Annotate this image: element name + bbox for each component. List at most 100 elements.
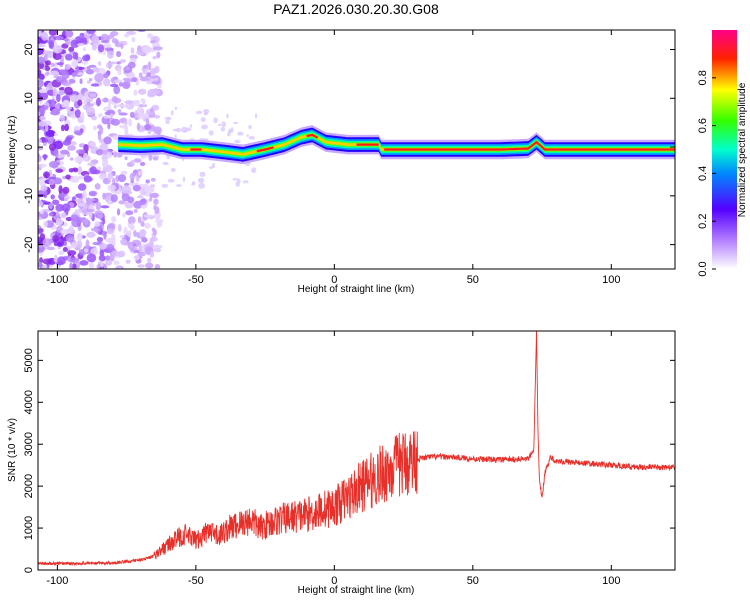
noise-blob [86, 253, 97, 263]
noise-blob [113, 260, 120, 266]
noise-blob [132, 184, 141, 192]
colorbar-tick-label: 0.8 [697, 70, 709, 85]
noise-blob [133, 255, 141, 261]
noise-blob [48, 212, 54, 217]
noise-blob [112, 177, 116, 184]
noise-blob [42, 138, 49, 143]
noise-blob [78, 202, 85, 207]
noise-blob [43, 220, 48, 228]
noise-blob [41, 31, 49, 41]
noise-blob [82, 55, 91, 62]
noise-blob [148, 153, 153, 161]
noise-blob [124, 182, 130, 187]
noise-blob [130, 221, 134, 230]
snr-x-tick-label: 50 [467, 575, 479, 587]
spectrogram-y-tick-label: 20 [23, 43, 35, 55]
noise-blob [125, 210, 134, 216]
noise-blob [147, 33, 153, 39]
noise-blob [152, 55, 157, 60]
noise-blob [61, 82, 72, 86]
noise-blob [119, 239, 128, 245]
noise-blob [139, 229, 146, 237]
noise-blob [43, 171, 50, 179]
noise-blob [117, 109, 122, 114]
noise-blob [49, 70, 60, 76]
noise-blob [42, 50, 52, 55]
noise-blob [106, 49, 114, 59]
noise-blob [84, 218, 89, 225]
noise-blob [111, 215, 117, 223]
noise-blob [149, 251, 155, 258]
noise-blob [98, 254, 106, 262]
spectrogram-x-tick-label: 50 [467, 274, 479, 286]
noise-blob [96, 236, 104, 243]
colorbar-gradient [712, 30, 737, 269]
noise-blob [88, 262, 95, 269]
spectrogram-x-tick-label: -50 [188, 274, 204, 286]
noise-blob [153, 204, 157, 211]
noise-blob [38, 196, 41, 203]
noise-blob [63, 38, 69, 42]
noise-blob [77, 183, 87, 191]
noise-blob [226, 113, 229, 119]
noise-blob [118, 82, 124, 87]
noise-blob [124, 103, 131, 109]
noise-blob [53, 40, 58, 50]
noise-blob [116, 50, 122, 58]
noise-blob [198, 138, 206, 141]
noise-blob [85, 239, 90, 249]
noise-blob [52, 87, 58, 97]
noise-blob [98, 61, 102, 66]
noise-blob [132, 101, 141, 107]
noise-blob [38, 78, 44, 88]
noise-blob [62, 139, 72, 146]
noise-blob [136, 106, 143, 115]
noise-blob [100, 260, 104, 268]
noise-blob [74, 109, 81, 118]
noise-blob [137, 30, 146, 33]
noise-blob [102, 78, 111, 87]
noise-blob [88, 77, 93, 82]
noise-blob [136, 122, 141, 131]
noise-blob [137, 251, 146, 257]
noise-blob [199, 171, 206, 177]
noise-blob [81, 112, 85, 121]
noise-blob [48, 202, 53, 210]
noise-blob [150, 89, 161, 95]
noise-blob [57, 256, 66, 266]
noise-blob [98, 113, 103, 118]
snr-x-axis-label: Height of straight line (km) [298, 585, 415, 596]
colorbar-tick-label: 0.6 [697, 118, 709, 133]
spectrogram-x-tick-label: 0 [331, 274, 337, 286]
noise-blob [38, 153, 41, 162]
snr-y-tick-label: 5000 [23, 348, 35, 372]
noise-blob [56, 241, 64, 247]
noise-blob [82, 190, 87, 200]
noise-blob [150, 177, 156, 182]
noise-blob [121, 185, 132, 193]
noise-blob [38, 225, 42, 229]
noise-blob [248, 135, 255, 140]
noise-blob [130, 159, 135, 165]
noise-blob [91, 115, 97, 121]
noise-blob [131, 36, 136, 43]
noise-blob [151, 227, 156, 233]
noise-blob [157, 84, 162, 89]
noise-blob [102, 177, 111, 185]
noise-blob [103, 115, 109, 119]
snr-frame [37, 330, 676, 571]
noise-blob [58, 250, 65, 256]
noise-blob [150, 107, 154, 113]
noise-blob [50, 110, 61, 116]
snr-y-tick-label: 2000 [23, 474, 35, 498]
noise-blob [117, 67, 122, 76]
noise-blob [91, 45, 97, 51]
noise-blob [62, 246, 68, 253]
noise-blob [140, 98, 145, 103]
noise-blob [55, 203, 65, 212]
noise-blob [185, 127, 192, 132]
noise-blob [65, 30, 74, 38]
noise-blob [39, 88, 48, 94]
noise-blob [116, 208, 121, 216]
